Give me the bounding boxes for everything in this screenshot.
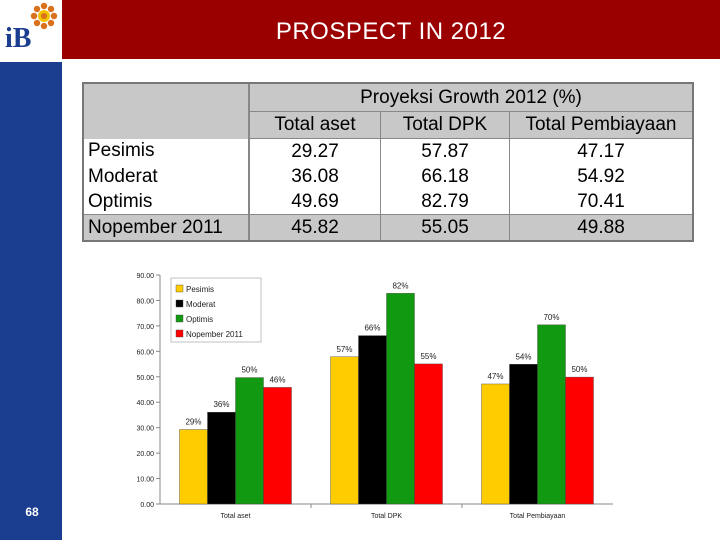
- bar: [565, 376, 594, 505]
- y-tick-label: 50.00: [136, 375, 154, 382]
- data-label: 47%: [487, 372, 503, 381]
- data-label: 50%: [241, 366, 257, 375]
- table-cell: 29.27: [249, 138, 381, 164]
- data-label: 36%: [213, 400, 229, 409]
- flower-icon: [30, 2, 58, 30]
- legend-swatch: [175, 329, 184, 338]
- table-cell: 54.92: [577, 165, 625, 187]
- table-cell: 45.82: [249, 214, 381, 240]
- bar: [481, 383, 510, 505]
- table-corner: [84, 84, 250, 139]
- legend-label: Pesimis: [186, 285, 214, 294]
- data-label: 55%: [420, 352, 436, 361]
- data-label: 46%: [269, 375, 285, 384]
- table-title: Proyeksi Growth 2012 (%): [249, 84, 692, 112]
- page-number: 68: [25, 505, 39, 519]
- bar: [207, 411, 236, 505]
- table-cell: 49.69: [249, 189, 381, 215]
- row-label: Moderat: [84, 164, 250, 189]
- table-cell: 36.08: [249, 164, 381, 189]
- x-tick-label: Total DPK: [371, 513, 402, 520]
- growth-bar-chart: 0.00 10.00 20.00 30.00 40.00 50.00 60.00 70.00 8…: [136, 273, 613, 520]
- legend-label: Nopember 2011: [186, 330, 243, 339]
- data-label: 70%: [543, 313, 559, 322]
- bar: [330, 356, 359, 505]
- legend-swatch: [175, 284, 184, 293]
- table-cell: 70.41: [577, 190, 625, 212]
- y-tick-label: 10.00: [136, 477, 154, 484]
- table-cell: 66.18: [380, 164, 510, 189]
- column-header: Total aset: [249, 111, 381, 139]
- bar: [509, 364, 538, 505]
- y-tick-label: 60.00: [136, 349, 154, 356]
- row-label: Optimis: [84, 189, 250, 215]
- column-header: Total DPK: [380, 111, 510, 139]
- y-tick-label: 30.00: [136, 426, 154, 433]
- bar: [358, 335, 387, 505]
- y-tick-label: 40.00: [136, 400, 154, 407]
- x-tick-label: Total Pembiayaan: [510, 513, 566, 520]
- table-row: Nopember 2011 45.82 55.05 49.88: [84, 214, 692, 240]
- bar: [235, 377, 264, 505]
- table-row: Optimis 49.69 82.79 70.41: [84, 189, 692, 215]
- y-tick-label: 90.00: [136, 273, 154, 280]
- table-cell: 49.88: [509, 214, 692, 240]
- table-cell: 57.87: [380, 138, 510, 164]
- legend-label: Moderat: [186, 300, 216, 309]
- row-label: Pesimis: [84, 138, 250, 164]
- table-cell: 47.17: [577, 140, 625, 162]
- logo: iB: [0, 0, 62, 62]
- legend-swatch: [175, 299, 184, 308]
- x-tick-label: Total aset: [221, 513, 251, 520]
- column-header: Total Pembiayaan: [509, 111, 692, 139]
- data-label: 66%: [364, 324, 380, 333]
- table-row: Moderat 36.08 66.18 54.92: [84, 164, 692, 189]
- table-row: Pesimis 29.27 57.87 47.17: [84, 138, 692, 164]
- table-cell: 55.05: [380, 214, 510, 240]
- growth-table: Proyeksi Growth 2012 (%) Total aset Tota…: [82, 82, 694, 242]
- bar: [386, 293, 415, 505]
- legend-label: Optimis: [186, 315, 213, 324]
- y-tick-label: 70.00: [136, 324, 154, 331]
- y-tick-label: 80.00: [136, 298, 154, 305]
- data-label: 82%: [392, 281, 408, 290]
- y-tick-label: 20.00: [136, 451, 154, 458]
- page-title: PROSPECT IN 2012: [275, 18, 507, 45]
- bar: [414, 363, 443, 505]
- bar: [537, 324, 566, 505]
- legend-box: [170, 277, 262, 343]
- data-label: 54%: [515, 352, 531, 361]
- data-label: 50%: [571, 365, 587, 374]
- y-tick-label: 0.00: [140, 502, 154, 509]
- row-label: Nopember 2011: [84, 214, 250, 240]
- title-bar: PROSPECT IN 2012: [62, 0, 720, 62]
- side-bar: [0, 0, 62, 540]
- legend-swatch: [175, 314, 184, 323]
- bar: [179, 429, 208, 505]
- data-label: 29%: [185, 418, 201, 427]
- data-label: 57%: [336, 345, 352, 354]
- bar: [263, 387, 292, 505]
- logo-text: iB: [5, 23, 32, 54]
- table-cell: 82.79: [380, 189, 510, 215]
